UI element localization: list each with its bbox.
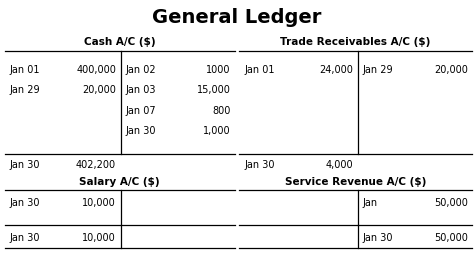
Text: Trade Receivables A/C ($): Trade Receivables A/C ($) [280, 37, 431, 47]
Text: Jan 30: Jan 30 [126, 126, 156, 136]
Text: Jan: Jan [363, 198, 378, 208]
Text: Jan 07: Jan 07 [126, 106, 156, 115]
Text: Jan 30: Jan 30 [363, 233, 393, 242]
Text: 24,000: 24,000 [319, 65, 353, 75]
Text: 20,000: 20,000 [434, 65, 468, 75]
Text: Jan 01: Jan 01 [244, 65, 274, 75]
Text: 10,000: 10,000 [82, 198, 116, 208]
Text: General Ledger: General Ledger [152, 8, 322, 27]
Text: Jan 30: Jan 30 [9, 198, 40, 208]
Text: Salary A/C ($): Salary A/C ($) [79, 177, 160, 186]
Text: Jan 02: Jan 02 [126, 65, 156, 75]
Text: 800: 800 [212, 106, 231, 115]
Text: Jan 30: Jan 30 [244, 160, 274, 170]
Text: Jan 29: Jan 29 [363, 65, 393, 75]
Text: Jan 03: Jan 03 [126, 85, 156, 95]
Text: 4,000: 4,000 [326, 160, 353, 170]
Text: 1000: 1000 [206, 65, 231, 75]
Text: 15,000: 15,000 [197, 85, 231, 95]
Text: 50,000: 50,000 [434, 233, 468, 242]
Text: Jan 29: Jan 29 [9, 85, 40, 95]
Text: Jan 30: Jan 30 [9, 233, 40, 242]
Text: Cash A/C ($): Cash A/C ($) [84, 37, 155, 47]
Text: 1,000: 1,000 [203, 126, 231, 136]
Text: 402,200: 402,200 [76, 160, 116, 170]
Text: 400,000: 400,000 [76, 65, 116, 75]
Text: 50,000: 50,000 [434, 198, 468, 208]
Text: Jan 01: Jan 01 [9, 65, 40, 75]
Text: Service Revenue A/C ($): Service Revenue A/C ($) [285, 177, 426, 186]
Text: Jan 30: Jan 30 [9, 160, 40, 170]
Text: 10,000: 10,000 [82, 233, 116, 242]
Text: 20,000: 20,000 [82, 85, 116, 95]
